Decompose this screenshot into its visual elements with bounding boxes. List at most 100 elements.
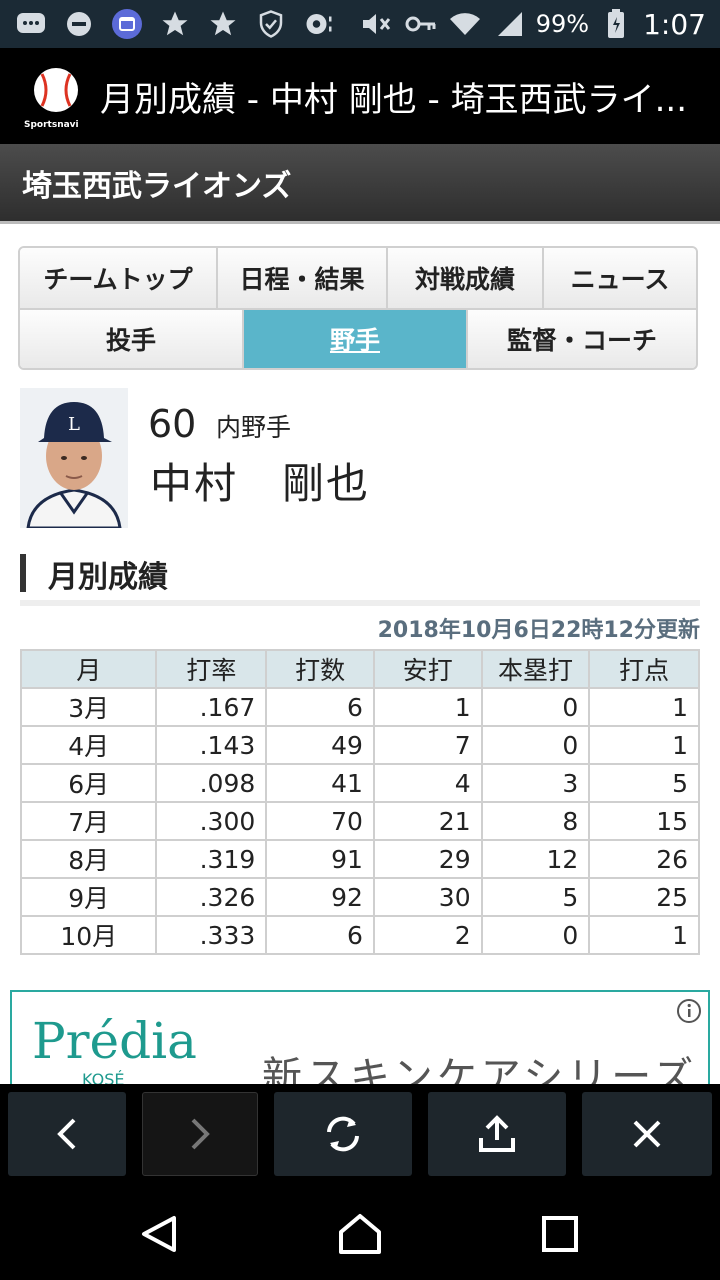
shield-icon (254, 7, 288, 41)
header-avg: 打率 (155, 649, 268, 689)
cell-month: 7月 (19, 801, 158, 841)
player-profile: L 60 内野手 中村 剛也 (20, 388, 700, 530)
cell-hits: 21 (372, 801, 483, 841)
sportsnavi-logo[interactable]: Sportsnavi (24, 66, 86, 130)
player-position: 内野手 (216, 413, 292, 442)
tab-pitchers[interactable]: 投手 (20, 310, 244, 368)
cell-hits: 30 (372, 877, 483, 917)
cell-at-bats: 6 (265, 687, 375, 727)
table-row: 6月 .098 41 4 3 5 (19, 763, 700, 803)
header-month: 月 (19, 649, 158, 689)
table-row: 7月 .300 70 21 8 15 (19, 801, 700, 841)
cell-home-runs: 0 (480, 915, 591, 955)
ad-banner[interactable]: Prédia KOSÉ 新スキンケアシリーズ (10, 990, 710, 1090)
cell-hits: 29 (372, 839, 483, 879)
cell-home-runs: 5 (480, 877, 591, 917)
tab-matchup[interactable]: 対戦成績 (388, 248, 544, 308)
table-row: 4月 .143 49 7 0 1 (19, 725, 700, 765)
back-button[interactable] (8, 1092, 126, 1176)
cell-hits: 7 (372, 725, 483, 765)
cell-at-bats: 41 (265, 763, 375, 803)
cell-at-bats: 91 (265, 839, 375, 879)
calendar-icon (110, 7, 144, 41)
tab-fielders[interactable]: 野手 (244, 310, 468, 368)
cell-hits: 4 (372, 763, 483, 803)
chevron-left-icon (57, 1118, 76, 1150)
tab-schedule[interactable]: 日程・結果 (218, 248, 388, 308)
tab-team-top[interactable]: チームトップ (20, 248, 218, 308)
dnd-icon (62, 7, 96, 41)
svg-text:L: L (68, 414, 80, 435)
triangle-back-icon (142, 1216, 176, 1252)
tab-row-main: チームトップ 日程・結果 対戦成績 ニュース (20, 248, 696, 308)
cell-month: 4月 (19, 725, 158, 765)
ad-info-icon[interactable] (676, 998, 702, 1024)
share-icon (479, 1115, 515, 1152)
team-name: 埼玉西武ライオンズ (22, 168, 292, 204)
cell-rbi: 15 (588, 801, 700, 841)
cell-home-runs: 8 (480, 801, 591, 841)
app-header: Sportsnavi 月別成績 - 中村 剛也 - 埼玉西武ライ... (0, 48, 720, 144)
team-banner[interactable]: 埼玉西武ライオンズ (0, 144, 720, 224)
player-name: 中村 剛也 (150, 459, 371, 508)
table-row: 3月 .167 6 1 0 1 (19, 687, 700, 727)
reload-button[interactable] (274, 1092, 412, 1176)
header-hits: 安打 (372, 649, 483, 689)
square-recents-icon (542, 1216, 578, 1252)
system-nav-bar (0, 1184, 720, 1280)
cell-month: 9月 (19, 877, 158, 917)
star-icon (206, 7, 240, 41)
message-icon (14, 7, 48, 41)
forward-button[interactable] (142, 1092, 258, 1176)
browser-toolbar (0, 1084, 720, 1184)
cell-home-runs: 12 (480, 839, 591, 879)
status-bar: 99% 1:07 (0, 0, 720, 48)
chevron-right-icon (191, 1118, 210, 1150)
header-rbi: 打点 (588, 649, 700, 689)
cell-at-bats: 92 (265, 877, 375, 917)
section-title: 月別成績 (48, 560, 168, 595)
signal-icon (492, 7, 526, 41)
cell-home-runs: 0 (480, 725, 591, 765)
table-row: 9月 .326 92 30 5 25 (19, 877, 700, 917)
cell-avg: .326 (155, 877, 268, 917)
tab-coaches[interactable]: 監督・コーチ (468, 310, 696, 368)
header-home-runs: 本塁打 (480, 649, 591, 689)
monthly-stats-table: 月 打率 打数 安打 本塁打 打点 3月 .167 6 1 0 1 4月 .14… (19, 649, 700, 955)
star-icon (158, 7, 192, 41)
cell-rbi: 26 (588, 839, 700, 879)
cell-avg: .167 (155, 687, 268, 727)
cell-avg: .098 (155, 763, 268, 803)
wifi-icon (448, 7, 482, 41)
cell-rbi: 25 (588, 877, 700, 917)
cell-at-bats: 6 (265, 915, 375, 955)
close-button[interactable] (582, 1092, 712, 1176)
refresh-icon (327, 1116, 359, 1152)
cell-home-runs: 0 (480, 687, 591, 727)
nav-back-button[interactable] (130, 1204, 190, 1264)
cell-at-bats: 49 (265, 725, 375, 765)
home-icon (339, 1214, 381, 1254)
nav-recents-button[interactable] (530, 1204, 590, 1264)
cell-month: 8月 (19, 839, 158, 879)
table-header-row: 月 打率 打数 安打 本塁打 打点 (19, 649, 700, 689)
share-button[interactable] (428, 1092, 566, 1176)
section-marker (20, 554, 26, 592)
cell-avg: .300 (155, 801, 268, 841)
page-title: 月別成績 - 中村 剛也 - 埼玉西武ライ... (100, 79, 687, 120)
cell-month: 3月 (19, 687, 158, 727)
cell-month: 6月 (19, 763, 158, 803)
header-at-bats: 打数 (265, 649, 375, 689)
nav-home-button[interactable] (330, 1204, 390, 1264)
tab-news[interactable]: ニュース (544, 248, 696, 308)
record-icon (302, 7, 336, 41)
cell-hits: 1 (372, 687, 483, 727)
battery-icon (599, 7, 633, 41)
cell-avg: .319 (155, 839, 268, 879)
ad-brand: Prédia (32, 1012, 197, 1070)
cell-rbi: 1 (588, 687, 700, 727)
player-photo: L (20, 388, 128, 528)
cell-avg: .333 (155, 915, 268, 955)
key-icon (404, 7, 438, 41)
